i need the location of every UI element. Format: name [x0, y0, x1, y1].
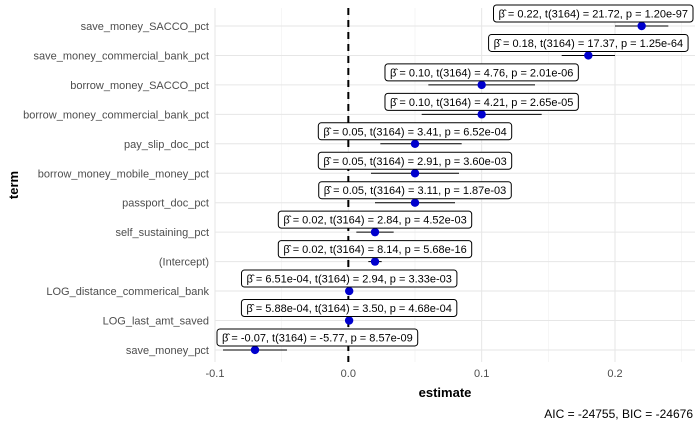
stat-label: β̂ = 0.22, t(3164) = 21.72, p = 1.20e-97: [493, 4, 694, 23]
model-fit-caption: AIC = -24755, BIC = -24676: [544, 407, 693, 421]
stat-label: β̂ = 0.02, t(3164) = 8.14, p = 5.68e-16: [277, 240, 473, 259]
y-tick-label: (Intercept): [159, 257, 209, 269]
stat-label: β̂ = 5.88e-04, t(3164) = 3.50, p = 4.68e…: [240, 299, 458, 317]
stat-label-text: β̂ = 0.05, t(3164) = 3.41, p = 6.52e-04: [323, 126, 506, 138]
stat-label-box: [240, 299, 458, 317]
stat-label-text: β̂ = 0.02, t(3164) = 2.84, p = 4.52e-03: [283, 215, 466, 227]
estimate-point: [637, 21, 646, 31]
stat-labels: β̂ = -0.07, t(3164) = -5.77, p = 8.57e-0…: [216, 4, 694, 347]
stat-label-text: β̂ = -0.07, t(3164) = -5.77, p = 8.57e-0…: [222, 332, 413, 344]
y-tick-label: save_money_pct: [126, 345, 209, 357]
stat-label: β̂ = 6.51e-04, t(3164) = 2.94, p = 3.33e…: [241, 269, 458, 288]
stat-label-text: β̂ = 0.10, t(3164) = 4.76, p = 2.01e-06: [390, 67, 573, 79]
estimate-point: [410, 169, 420, 178]
estimate-point: [477, 80, 486, 90]
estimate-point: [250, 345, 260, 355]
stat-label-box: [384, 92, 579, 111]
estimate-point: [584, 51, 593, 60]
stat-label: β̂ = 0.05, t(3164) = 3.11, p = 1.87e-03: [318, 181, 512, 200]
stat-label-text: β̂ = 0.10, t(3164) = 4.21, p = 2.65e-05: [390, 97, 573, 109]
stat-label-box: [384, 63, 579, 82]
stat-label-box: [488, 33, 689, 52]
estimate-point: [370, 257, 380, 266]
x-tick-label: 0.2: [607, 368, 622, 380]
data-points: [250, 21, 646, 355]
x-tick-label: 0.0: [341, 368, 356, 380]
y-tick-label: LOG_last_amt_saved: [103, 316, 209, 328]
estimate-point: [370, 227, 380, 237]
stat-label: β̂ = 0.05, t(3164) = 3.41, p = 6.52e-04: [317, 122, 513, 141]
stat-label-text: β̂ = 5.88e-04, t(3164) = 3.50, p = 4.68e…: [246, 303, 451, 315]
y-tick-label: borrow_money_SACCO_pct: [70, 80, 209, 92]
x-tick-labels: -0.1 0.0 0.1 0.2: [206, 368, 623, 380]
stat-label-box: [277, 210, 473, 229]
stat-label-text: β̂ = 0.05, t(3164) = 2.91, p = 3.60e-03: [323, 156, 506, 168]
stat-label-box: [241, 269, 458, 288]
y-tick-label: passport_doc_pct: [122, 198, 209, 210]
stat-label: β̂ = -0.07, t(3164) = -5.77, p = 8.57e-0…: [216, 328, 419, 347]
y-tick-label: save_money_commercial_bank_pct: [34, 50, 209, 62]
x-tick-label: -0.1: [206, 368, 225, 380]
stat-label-text: β̂ = 0.18, t(3164) = 17.37, p = 1.25e-64: [494, 38, 684, 50]
estimate-point: [477, 110, 486, 119]
stat-label-box: [317, 151, 513, 170]
stat-label-box: [318, 181, 512, 200]
x-tick-label: 0.1: [474, 368, 489, 380]
x-axis-title: estimate: [419, 385, 472, 400]
stat-label: β̂ = 0.10, t(3164) = 4.21, p = 2.65e-05: [384, 92, 579, 111]
y-tick-label: borrow_money_mobile_money_pct: [38, 168, 209, 180]
estimate-point: [344, 316, 354, 325]
stat-label-text: β̂ = 0.02, t(3164) = 8.14, p = 5.68e-16: [283, 244, 466, 256]
stat-label-text: β̂ = 0.22, t(3164) = 21.72, p = 1.20e-97: [499, 9, 689, 21]
estimate-point: [345, 286, 354, 296]
stat-label-text: β̂ = 6.51e-04, t(3164) = 2.94, p = 3.33e…: [247, 274, 452, 286]
y-axis-title: term: [6, 171, 21, 199]
stat-label-box: [216, 328, 419, 347]
y-tick-label: self_sustaining_pct: [115, 227, 209, 239]
stat-label-box: [317, 122, 513, 141]
stat-label: β̂ = 0.02, t(3164) = 2.84, p = 4.52e-03: [277, 210, 473, 229]
y-tick-label: borrow_money_commercial_bank_pct: [23, 109, 209, 121]
stat-label-box: [493, 4, 694, 23]
stat-label-box: [277, 240, 473, 259]
estimate-point: [410, 139, 420, 148]
estimate-point: [410, 198, 420, 207]
stat-label: β̂ = 0.18, t(3164) = 17.37, p = 1.25e-64: [488, 33, 689, 52]
y-tick-label: save_money_SACCO_pct: [81, 21, 209, 33]
stat-label: β̂ = 0.10, t(3164) = 4.76, p = 2.01e-06: [384, 63, 579, 82]
y-tick-label: pay_slip_doc_pct: [124, 139, 209, 151]
y-tick-label: LOG_distance_commerical_bank: [46, 286, 209, 298]
stat-label-text: β̂ = 0.05, t(3164) = 3.11, p = 1.87e-03: [324, 185, 507, 197]
stat-label: β̂ = 0.05, t(3164) = 2.91, p = 3.60e-03: [317, 151, 513, 170]
y-tick-labels: save_money_SACCO_pct save_money_commercia…: [23, 21, 209, 357]
